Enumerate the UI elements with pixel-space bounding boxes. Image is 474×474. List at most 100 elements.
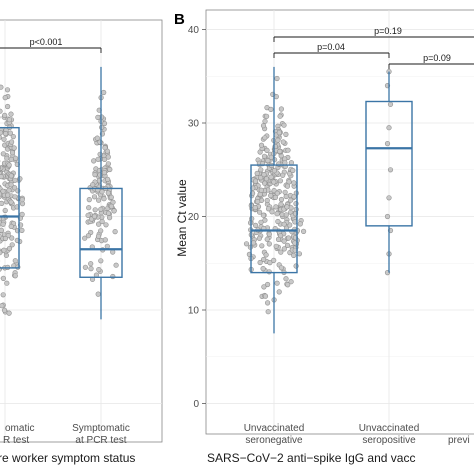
panel-b-group-1-point (275, 236, 282, 242)
panel-b-group-1-point (282, 189, 288, 195)
panel-a-group-2-point (91, 158, 97, 164)
panel-b-group-1-point (284, 242, 291, 248)
panel-b-group-1-point (277, 148, 283, 154)
y-axis-title-b: Mean Ct value (175, 179, 189, 257)
panel-a-boxes (0, 66, 123, 320)
panel-b-group-1-point (265, 309, 271, 315)
panel-b-group-2-point (386, 195, 392, 201)
panel-a-group-2-point (102, 237, 108, 243)
panel-b-significance: p=0.19 p=0.04 p=0.09 (273, 26, 474, 69)
panel-a-group-2-point (101, 89, 107, 96)
panel-b-box-1-box (250, 164, 298, 274)
panel-b-group-1-point (262, 118, 268, 124)
x-tick-label-b-2-line2: seropositive (362, 435, 416, 446)
panel-a-group-1-point (4, 87, 11, 93)
panel-b-group-1-point (268, 193, 274, 199)
panel-b-group-1-point (275, 137, 281, 143)
panel-a-group-2-point (98, 258, 104, 264)
panel-b-group-1-point (265, 158, 271, 164)
panel-a-group-1-point (0, 275, 7, 282)
panel-b-group-1-point (261, 153, 268, 159)
panel-a-group-1-point (8, 223, 14, 229)
panel-b-group-1-point (271, 257, 277, 264)
panel-a-group-1-point (9, 235, 15, 241)
panel-b-group-1-point (254, 170, 260, 176)
panel-a-group-2-point (113, 262, 119, 268)
panel-a-group-1-point (0, 221, 6, 227)
panel-b-letter: B (174, 11, 185, 28)
panel-a-group-2-point (111, 208, 117, 214)
panel-a-group-1-point (0, 84, 4, 90)
panel-a-group-2-point (86, 205, 92, 211)
panel-b-group-1-point (272, 194, 279, 200)
panel-a-group-2-point (82, 264, 88, 270)
panel-b-group-1-point (280, 172, 286, 178)
panel-a-group-1-point (0, 200, 5, 206)
panel-a-group-1-point (2, 94, 8, 101)
panel-a-group-2-point (90, 182, 96, 188)
panel-a-group-1-point (6, 245, 13, 252)
panel-a-group-1-point (0, 130, 4, 136)
panel-b-group-1-point (261, 172, 267, 178)
panel-a-group-2-point (95, 156, 101, 162)
panel-a-group-2-point (101, 170, 108, 176)
panel-a-group-1-point (8, 182, 14, 188)
x-tick-label-b-1-line1: Unvaccinated (244, 423, 305, 434)
panel-a-group-1-point (1, 307, 8, 313)
panel-b-group-1-point (283, 276, 289, 282)
panel-a-group-1-point (8, 173, 14, 179)
panel-b-group-1-point (267, 260, 273, 266)
panel-a-group-1-point (12, 258, 18, 264)
panel-a-group-1-point (0, 134, 2, 140)
panel-b-group-1-point (285, 147, 291, 153)
x-tick-label-a-2-line2: at PCR test (75, 435, 126, 446)
panel-a-group-2-point (95, 114, 101, 120)
panel-a-group-1-point (2, 207, 8, 214)
panel-b-group-1-point (290, 167, 296, 174)
x-tick-label-a-1-line1: omatic (5, 423, 34, 434)
panel-b-group-1-point (264, 197, 270, 204)
panel-a-group-2-point (104, 176, 111, 182)
x-tick-label-b-2-line1: Unvaccinated (359, 423, 420, 434)
panel-b-group-1-point (288, 160, 295, 166)
panel-a-group-1-point (17, 176, 23, 182)
panel-b-group-1-point (286, 235, 292, 241)
panel-a-group-1-point (0, 303, 5, 309)
panel-a-comparison-1-p-value: p<0.001 (30, 37, 63, 47)
panel-b-group-1-point (297, 221, 303, 227)
panel-b-group-1-point (301, 228, 307, 234)
panel-b-group-1-point (296, 251, 303, 257)
panel-b-group-1-point (273, 204, 279, 210)
panel-b-points (243, 68, 394, 315)
panel-b-group-1-point (278, 201, 284, 207)
panel-b-group-1-point (281, 221, 287, 227)
panel-a-group-2-point (106, 215, 113, 221)
panel-b-group-1-point (258, 167, 264, 173)
panel-a-group-2-point (96, 267, 102, 273)
panel-b-group-1-point (262, 135, 268, 141)
panel-a-group-1-point (11, 145, 17, 151)
panel-b-group-1-point (288, 279, 294, 285)
panel-b-group-1-point (266, 241, 272, 247)
panel-b-group-1-point (277, 113, 283, 119)
panel-b-group-1-point (269, 209, 275, 215)
panel-a-group-2-point (95, 221, 102, 227)
panel-a-group-1-point (0, 165, 2, 170)
panel-b-frame (205, 9, 474, 435)
panel-a-group-1-point (6, 117, 12, 123)
panel-b-group-1-point (259, 243, 265, 249)
panel-b-group-1-point (266, 231, 272, 237)
panel-a-frame (0, 19, 163, 443)
panel-b-group-1-point (280, 139, 286, 145)
panel-a-group-2-point (108, 203, 114, 209)
panel-b-group-1-point (268, 174, 274, 180)
panel-a-group-1-point (9, 242, 15, 248)
panel-a-group-2-point (85, 212, 91, 218)
panel-b-group-1-point (291, 180, 297, 186)
panel-b-group-1-point (257, 259, 263, 266)
panel-a-group-1-point (5, 192, 11, 198)
panel-b-group-1-point (257, 191, 263, 197)
panel-b-group-1-point (265, 206, 272, 212)
panel-a-group-1-point (0, 250, 3, 256)
